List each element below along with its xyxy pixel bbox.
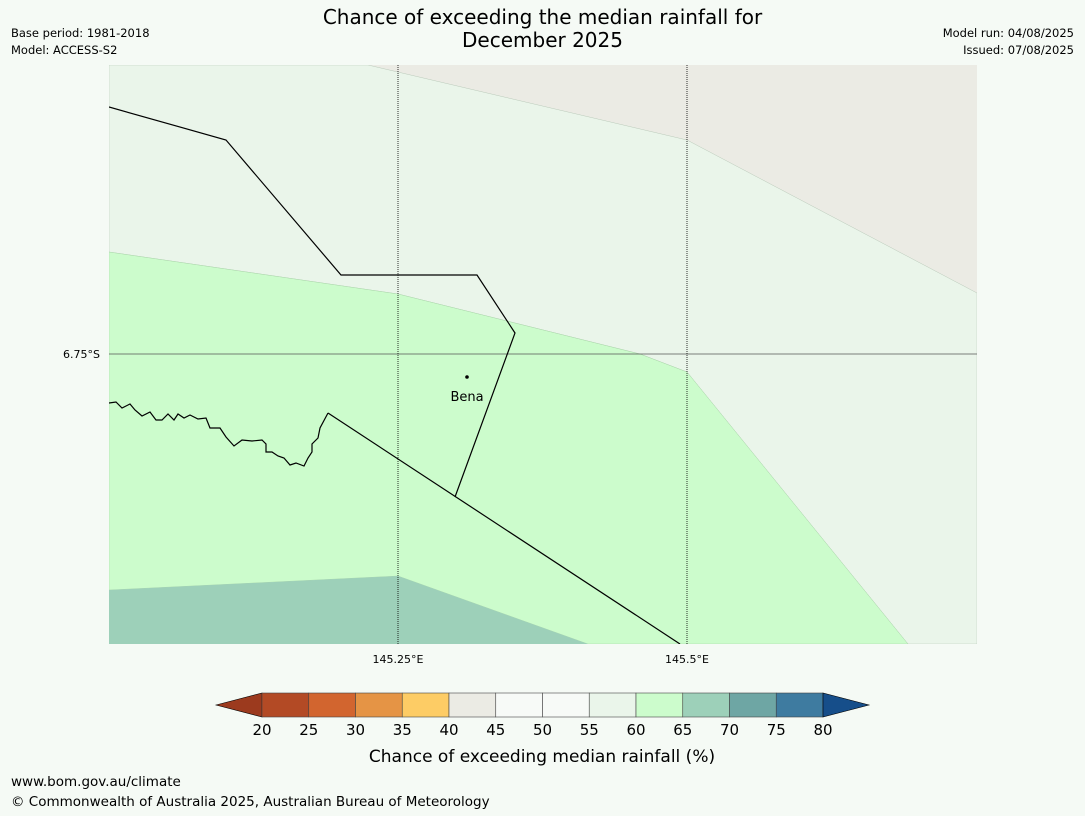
model-run: Model run: 04/08/2025 bbox=[942, 26, 1074, 40]
colorbar-tick-label: 45 bbox=[486, 721, 505, 739]
colorbar-tick-label: 70 bbox=[720, 721, 739, 739]
map-area: Bena bbox=[109, 65, 977, 644]
river-border bbox=[109, 401, 329, 467]
colorbar-title: Chance of exceeding median rainfall (%) bbox=[369, 747, 715, 767]
colorbar-tick-label: 40 bbox=[439, 721, 458, 739]
colorbar-tick-label: 25 bbox=[299, 721, 318, 739]
colorbar-segment bbox=[542, 692, 590, 718]
colorbar-segment bbox=[308, 692, 356, 718]
colorbar-tick-label: 65 bbox=[673, 721, 692, 739]
colorbar-segment bbox=[635, 692, 684, 718]
colorbar-tick-label: 60 bbox=[626, 721, 645, 739]
colorbar-segment bbox=[775, 692, 824, 718]
zone-40-45 bbox=[368, 65, 977, 293]
colorbar-segment bbox=[682, 692, 730, 718]
title-line-2: December 2025 bbox=[462, 28, 623, 52]
lat-label: 6.75°S bbox=[63, 348, 100, 361]
colorbar-segment bbox=[495, 692, 543, 718]
lon-label-145-25: 145.25°E bbox=[373, 653, 424, 666]
colorbar-segment bbox=[729, 692, 777, 718]
colorbar-tick-label: 30 bbox=[346, 721, 365, 739]
colorbar-segment bbox=[588, 692, 637, 718]
colorbar-arrow-high bbox=[822, 692, 871, 718]
colorbar-tick-label: 80 bbox=[813, 721, 832, 739]
colorbar-segment bbox=[355, 692, 403, 718]
colorbar-arrow-low bbox=[214, 692, 263, 718]
zone-60-65 bbox=[109, 251, 909, 644]
place-label-bena: Bena bbox=[450, 390, 483, 405]
footer-copyright: © Commonwealth of Australia 2025, Austra… bbox=[11, 794, 490, 810]
colorbar-tick-label: 50 bbox=[533, 721, 552, 739]
bena-marker bbox=[465, 375, 469, 379]
colorbar-segment bbox=[261, 692, 310, 718]
colorbar-segment bbox=[401, 692, 450, 718]
lon-label-145-5: 145.5°E bbox=[665, 653, 709, 666]
colorbar-tick-label: 20 bbox=[252, 721, 271, 739]
colorbar: 20 25 30 35 40 45 50 55 60 65 70 75 80 bbox=[214, 692, 871, 739]
map-title: Chance of exceeding the median rainfall … bbox=[0, 6, 1085, 52]
zone-65-70 bbox=[109, 576, 588, 644]
colorbar-tick-label: 75 bbox=[767, 721, 786, 739]
colorbar-segment bbox=[448, 692, 497, 718]
issued-date: Issued: 07/08/2025 bbox=[963, 43, 1074, 57]
province-border bbox=[109, 106, 516, 498]
meta-right: Model run: 04/08/2025 Issued: 07/08/2025 bbox=[943, 25, 1074, 59]
base-period: Base period: 1981-2018 bbox=[11, 26, 150, 40]
meta-left: Base period: 1981-2018 Model: ACCESS-S2 bbox=[11, 25, 150, 59]
title-line-1: Chance of exceeding the median rainfall … bbox=[322, 5, 763, 29]
model-name: Model: ACCESS-S2 bbox=[11, 43, 118, 57]
footer-url: www.bom.gov.au/climate bbox=[11, 774, 181, 790]
province-border-south bbox=[327, 412, 681, 644]
colorbar-tick-label: 35 bbox=[393, 721, 412, 739]
colorbar-tick-label: 55 bbox=[580, 721, 599, 739]
